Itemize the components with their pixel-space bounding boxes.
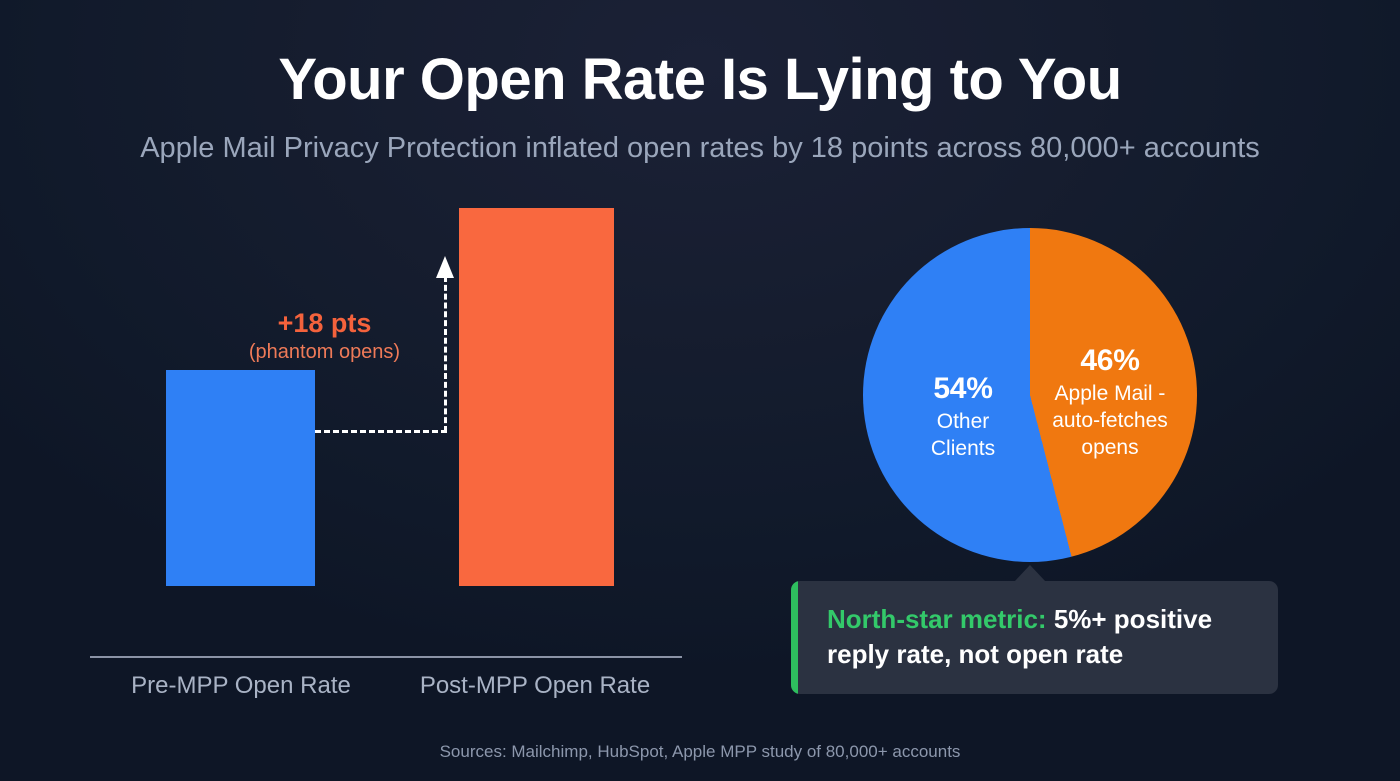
delta-arrow-icon [436, 256, 454, 278]
sources-footnote: Sources: Mailchimp, HubSpot, Apple MPP s… [439, 742, 961, 761]
callout-text: North-star metric: 5%+ positive reply ra… [827, 602, 1260, 671]
pie-label-apple-mail: 46% Apple Mail - auto-fetches opens [1035, 343, 1185, 461]
north-star-callout: North-star metric: 5%+ positive reply ra… [791, 581, 1278, 694]
bar-label-post-mpp: Post-MPP Open Rate [419, 672, 651, 699]
delta-value-label: +18 pts [277, 308, 372, 338]
pie-pct-apple-mail: 46% [1080, 344, 1140, 377]
bar-post-mpp [459, 208, 614, 586]
bar-label-pre-mpp: Pre-MPP Open Rate [131, 672, 351, 699]
pie-pct-other-clients: 54% [933, 372, 993, 405]
callout-accent-bar [791, 581, 798, 694]
pie-name-apple-mail-line3: opens [1081, 436, 1139, 460]
delta-vertical-dashed-line [444, 276, 447, 432]
bar-chart-axis-line [90, 656, 682, 658]
page-title: Your Open Rate Is Lying to You [278, 47, 1122, 112]
pie-disc [863, 228, 1197, 562]
callout-pointer-icon [1014, 565, 1046, 582]
pie-label-other-clients: 54% Other Clients [888, 371, 1038, 461]
callout-lead-label: North-star metric: [827, 604, 1047, 634]
pie-name-other-clients-line2: Clients [930, 437, 996, 461]
bar-pre-mpp [166, 370, 315, 586]
delta-note-label: (phantom opens) [248, 341, 401, 364]
pie-chart: 54% Other Clients 46% Apple Mail - auto-… [863, 228, 1197, 562]
pie-name-apple-mail-line1: Apple Mail - [1054, 382, 1166, 405]
callout-body-label: 5%+ positive reply rate, not open rate [827, 604, 1213, 669]
pie-name-other-clients-line1: Other [936, 410, 990, 433]
pie-name-apple-mail-line2: auto-fetches [1052, 409, 1168, 433]
delta-horizontal-dashed-line [315, 430, 447, 433]
page-subtitle: Apple Mail Privacy Protection inflated o… [140, 132, 1260, 164]
delta-annotation: +18 pts (phantom opens) [212, 308, 437, 365]
bar-chart: 24% 42% +18 pts (phantom opens) Pre-MPP … [0, 180, 760, 710]
